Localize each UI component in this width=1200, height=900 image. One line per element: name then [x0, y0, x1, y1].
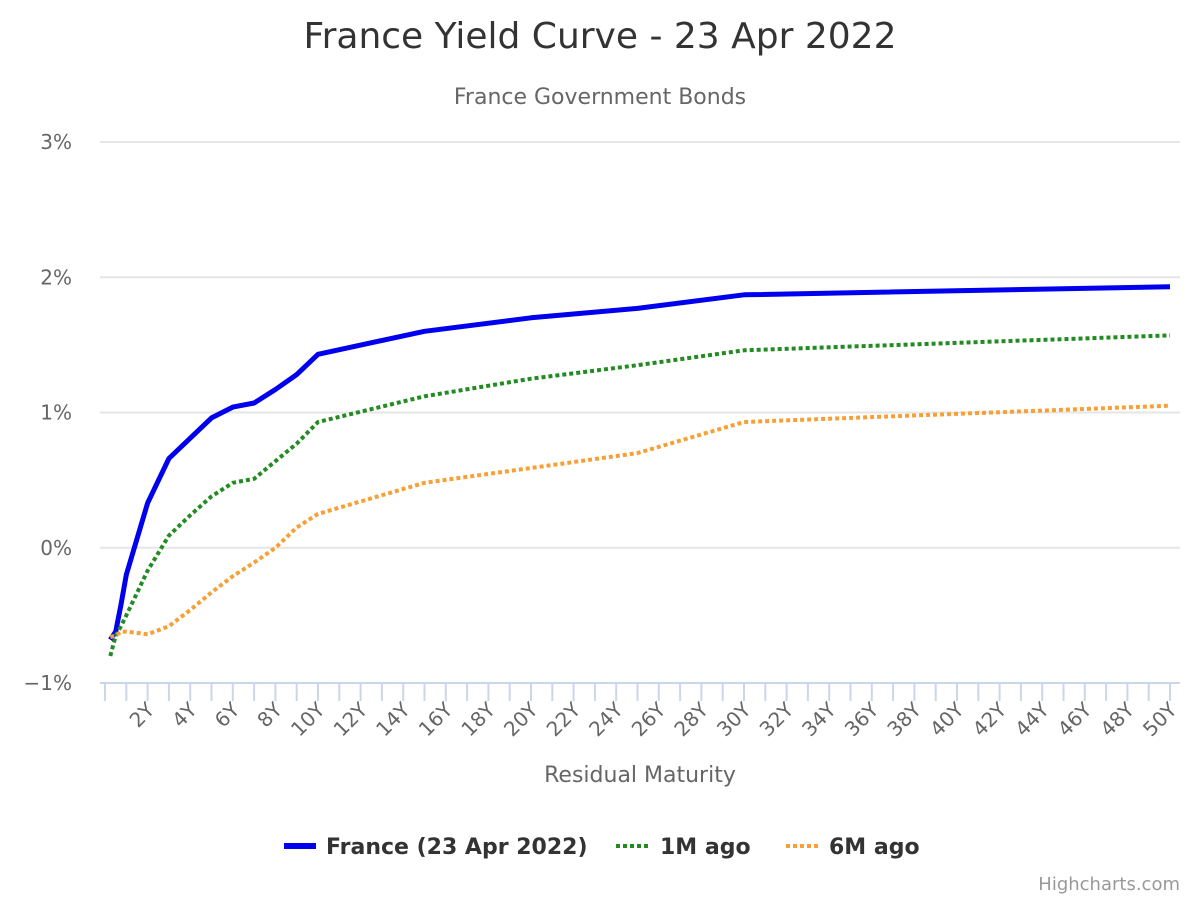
series-line-1[interactable]	[108, 333, 1171, 657]
legend-item-france[interactable]: France (23 Apr 2022)	[284, 835, 588, 860]
x-tick-label: 4Y	[167, 697, 202, 732]
x-tick-label: 42Y	[968, 697, 1012, 741]
legend-item-1m-ago[interactable]: 1M ago	[616, 835, 751, 860]
x-tick-label: 48Y	[1095, 697, 1139, 741]
x-tick-label: 38Y	[882, 697, 926, 741]
x-tick-label: 26Y	[627, 697, 671, 741]
y-axis-labels: 3% 2% 1% 0% −1%	[24, 130, 73, 695]
x-tick-label: 40Y	[925, 697, 969, 741]
x-tick-label: 46Y	[1053, 697, 1097, 741]
y-tick-label: 3%	[40, 130, 72, 154]
x-tick-label: 24Y	[584, 697, 628, 741]
x-tick-label: 14Y	[371, 697, 415, 741]
y-tick-label: 1%	[40, 401, 72, 425]
y-tick-label: 0%	[40, 536, 72, 560]
x-tick-label: 50Y	[1138, 697, 1182, 741]
x-axis-title: Residual Maturity	[544, 763, 736, 788]
grid-lines	[100, 141, 1180, 549]
y-tick-label: 2%	[40, 265, 72, 289]
x-tick-label: 20Y	[499, 697, 543, 741]
x-tick-label: 30Y	[712, 697, 756, 741]
legend-label-6m-ago[interactable]: 6M ago	[829, 835, 920, 860]
x-tick-label: 34Y	[797, 697, 841, 741]
series-line-0[interactable]	[108, 284, 1171, 642]
legend-label-france[interactable]: France (23 Apr 2022)	[326, 835, 588, 860]
series-lines[interactable]	[108, 284, 1171, 657]
x-tick-label: 10Y	[286, 697, 330, 741]
legend-item-6m-ago[interactable]: 6M ago	[786, 835, 920, 860]
x-axis: 2Y 4Y 6Y 8Y10Y12Y14Y16Y18Y20Y22Y24Y26Y28Y30…	[100, 682, 1182, 741]
x-tick-label: 8Y	[252, 697, 287, 732]
x-tick-label: 18Y	[456, 697, 500, 741]
chart-subtitle: France Government Bonds	[454, 85, 746, 110]
x-tick-label: 6Y	[210, 697, 245, 732]
x-tick-label: 28Y	[669, 697, 713, 741]
x-tick-label: 16Y	[414, 697, 458, 741]
legend[interactable]: France (23 Apr 2022) 1M ago 6M ago	[284, 835, 920, 860]
chart-title: France Yield Curve - 23 Apr 2022	[304, 16, 897, 57]
x-tick-label: 22Y	[542, 697, 586, 741]
x-tick-label: 12Y	[329, 697, 373, 741]
x-tick-label: 36Y	[840, 697, 884, 741]
credits-link[interactable]: Highcharts.com	[1038, 874, 1180, 895]
x-tick-label: 2Y	[125, 697, 160, 732]
legend-label-1m-ago[interactable]: 1M ago	[660, 835, 751, 860]
y-tick-label: −1%	[24, 671, 73, 695]
series-line-2[interactable]	[109, 403, 1171, 639]
x-tick-label: 44Y	[1010, 697, 1054, 741]
x-tick-label: 32Y	[755, 697, 799, 741]
